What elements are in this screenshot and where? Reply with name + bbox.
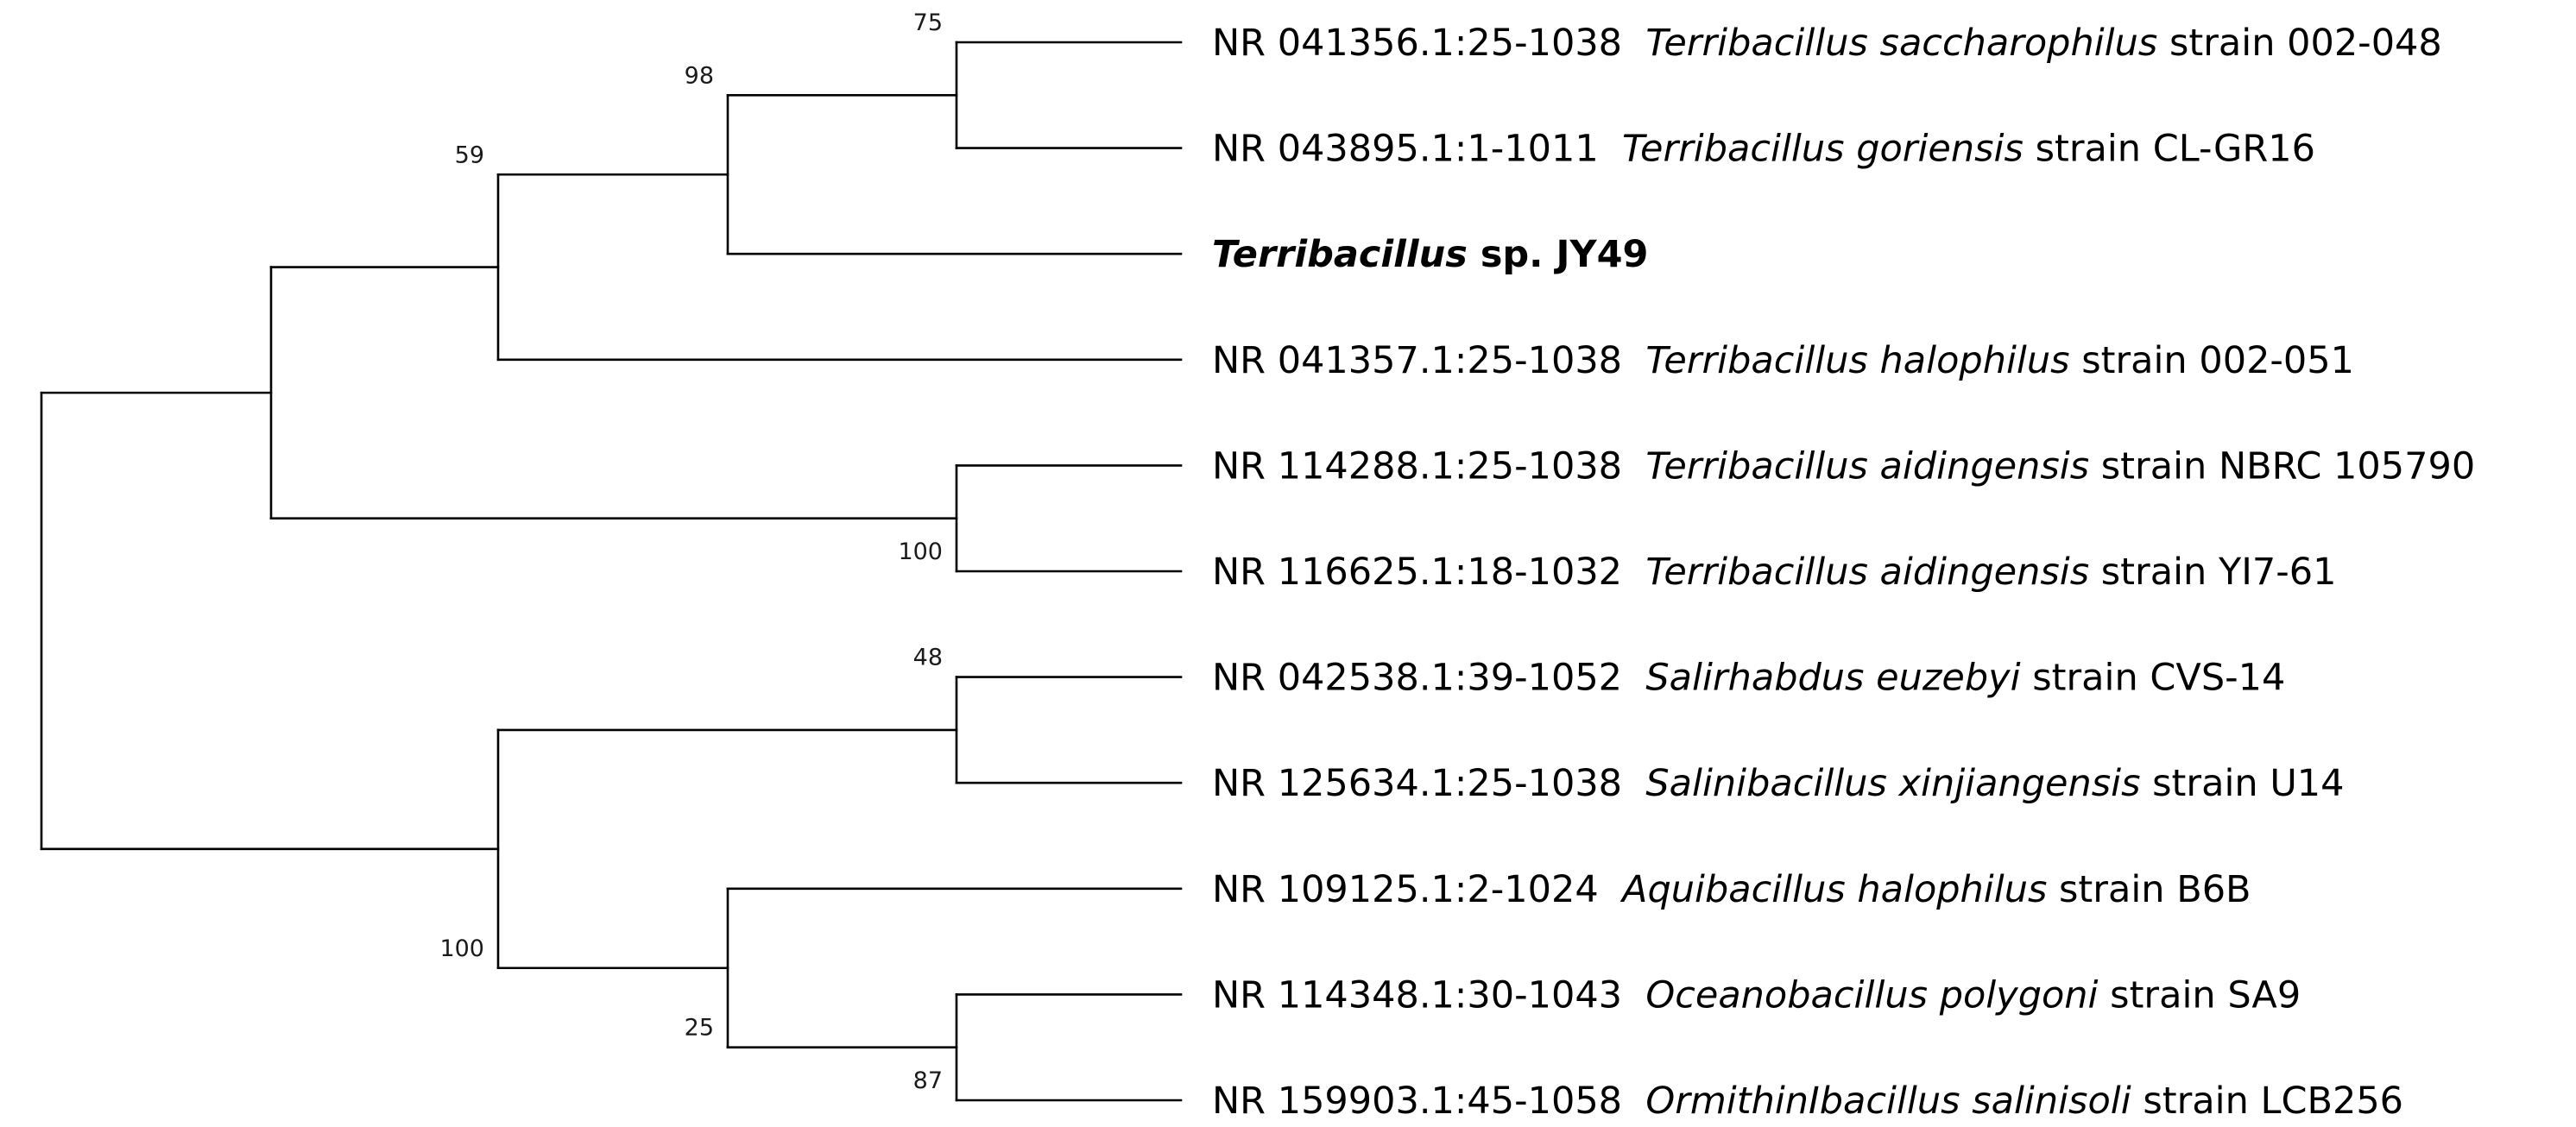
- strain-name: strain B6B: [2059, 868, 2251, 911]
- accession: NR 109125.1:2-1024: [1212, 868, 1599, 911]
- accession: NR 114348.1:30-1043: [1212, 973, 1622, 1017]
- species-name: Terribacillus goriensis: [1622, 128, 2024, 171]
- strain-name: strain 002-051: [2081, 339, 2354, 382]
- taxon-label: Terribacillus sp. JY49: [1212, 233, 1648, 276]
- accession: NR 116625.1:18-1032: [1212, 551, 1622, 594]
- bootstrap-values: 75 98 59 100 48 87 25 100: [439, 9, 943, 1094]
- species-name: Terribacillus aidingensis: [1645, 444, 2089, 488]
- taxon-label: NR 116625.1:18-1032 Terribacillus aiding…: [1212, 551, 2336, 594]
- taxon-label: NR 109125.1:2-1024 Aquibacillus halophil…: [1212, 868, 2251, 911]
- strain-name: strain SA9: [2110, 973, 2301, 1017]
- strain-name: strain U14: [2152, 762, 2344, 805]
- bootstrap-value: 25: [685, 1015, 714, 1042]
- taxon-label: NR 114288.1:25-1038 Terribacillus aiding…: [1212, 444, 2475, 488]
- accession: NR 159903.1:45-1058: [1212, 1080, 1622, 1123]
- bootstrap-value: 98: [685, 62, 714, 89]
- taxon-label: NR 041357.1:25-1038 Terribacillus haloph…: [1212, 339, 2354, 382]
- accession: NR 041356.1:25-1038: [1212, 22, 1622, 65]
- species-name: Terribacillus saccharophilus: [1645, 22, 2157, 65]
- bootstrap-value: 48: [913, 645, 943, 671]
- species-name: Terribacillus halophilus: [1645, 339, 2069, 382]
- bootstrap-value: 100: [439, 935, 484, 962]
- accession: NR 042538.1:39-1052: [1212, 657, 1622, 700]
- species-name: OrmithinIbacillus salinisoli: [1645, 1080, 2131, 1123]
- taxon-label: NR 125634.1:25-1038 Salinibacillus xinji…: [1212, 762, 2345, 805]
- taxon-labels: NR 041356.1:25-1038 Terribacillus saccha…: [1212, 22, 2475, 1123]
- tree-branches: [40, 41, 1183, 1102]
- accession: NR 041357.1:25-1038: [1212, 339, 1622, 382]
- taxon-label: NR 043895.1:1-1011 Terribacillus goriens…: [1212, 128, 2315, 171]
- taxon-label: NR 159903.1:45-1058 OrmithinIbacillus sa…: [1212, 1080, 2403, 1123]
- accession: NR 125634.1:25-1038: [1212, 762, 1622, 805]
- strain-name: strain 002-048: [2169, 22, 2442, 65]
- strain-name: strain NBRC 105790: [2101, 444, 2475, 488]
- strain-name: strain LCB256: [2143, 1080, 2403, 1123]
- strain-name: strain YI7-61: [2101, 551, 2337, 594]
- bootstrap-value: 100: [898, 538, 943, 565]
- species-name: Terribacillus aidingensis: [1645, 551, 2089, 594]
- strain-name: strain CVS-14: [2032, 657, 2285, 700]
- taxon-label: NR 114348.1:30-1043 Oceanobacillus polyg…: [1212, 973, 2301, 1017]
- species-name: Salirhabdus euzebyi: [1645, 657, 2020, 700]
- bootstrap-value: 75: [913, 9, 943, 36]
- taxon-label: NR 041356.1:25-1038 Terribacillus saccha…: [1212, 22, 2442, 65]
- bootstrap-value: 59: [455, 142, 484, 168]
- strain-name: sp. JY49: [1481, 233, 1649, 276]
- taxon-label: NR 042538.1:39-1052 Salirhabdus euzebyi …: [1212, 657, 2285, 700]
- accession: NR 043895.1:1-1011: [1212, 128, 1599, 171]
- strain-name: strain CL-GR16: [2036, 128, 2315, 171]
- species-name: Terribacillus: [1212, 233, 1468, 276]
- species-name: Oceanobacillus polygoni: [1645, 973, 2098, 1017]
- bootstrap-value: 87: [913, 1067, 943, 1094]
- species-name: Aquibacillus halophilus: [1619, 868, 2047, 911]
- accession: NR 114288.1:25-1038: [1212, 444, 1622, 488]
- species-name: Salinibacillus xinjiangensis: [1645, 762, 2140, 805]
